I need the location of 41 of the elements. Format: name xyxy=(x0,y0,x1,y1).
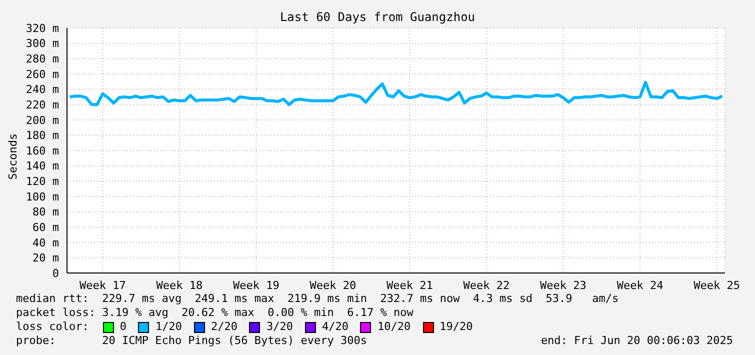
x-tick-label: Week 18 xyxy=(156,278,203,292)
text: 2/20 xyxy=(210,320,238,334)
x-tick-label: Week 25 xyxy=(694,278,740,292)
y-tick-label: 40 m xyxy=(32,236,60,250)
text: loss color: xyxy=(16,320,89,334)
y-tick-label: 180 m xyxy=(26,129,60,142)
text: end: Fri Jun 20 00:06:03 2025 xyxy=(540,334,733,347)
y-tick-label: 120 m xyxy=(26,175,60,188)
y-tick-label: 100 m xyxy=(26,190,60,204)
y-tick-label: 240 m xyxy=(26,83,60,96)
y-tick-label: 200 m xyxy=(26,114,60,127)
y-tick-label: 260 m xyxy=(26,68,60,81)
text: 19/20 xyxy=(440,320,473,334)
text: 4/20 xyxy=(322,320,348,334)
y-tick-label: 80 m xyxy=(32,206,60,219)
text: 1/20 xyxy=(155,320,182,334)
text: probe: 20 ICMP Echo Pings (56 Bytes) every 300s xyxy=(16,334,367,347)
text: 0 xyxy=(120,320,126,334)
y-axis-title: Seconds xyxy=(6,132,20,182)
y-tick-label: 160 m xyxy=(26,144,60,158)
chart-title: Last 60 Days from Guangzhou xyxy=(280,10,476,24)
x-tick-label: Week 22 xyxy=(463,278,510,292)
text: 3/20 xyxy=(266,320,293,334)
y-tick-label: 60 m xyxy=(32,220,60,234)
x-tick-label: Week 24 xyxy=(616,278,664,292)
y-tick-label: 280 m xyxy=(26,52,60,66)
x-tick-label: Week 17 xyxy=(79,278,126,292)
text: packet loss: 3.19 % avg 20.62 % max 0.00 % min 6.17 % now xyxy=(16,306,414,320)
y-tick-label: 140 m xyxy=(26,160,60,173)
text: 10/20 xyxy=(377,320,411,334)
y-tick-label: 220 m xyxy=(26,98,60,112)
text: median rtt: 229.7 ms avg 249.1 ms max 219.9 ms min 232.7 ms now 4.3 ms sd 53.9 am/s xyxy=(16,292,619,306)
x-tick-label: Week 19 xyxy=(232,278,280,292)
x-tick-label: Week 20 xyxy=(310,278,356,292)
y-tick-label: 0 xyxy=(52,266,59,280)
line-series xyxy=(68,80,724,106)
x-tick-label: Week 21 xyxy=(386,278,433,292)
y-tick-label: 20 m xyxy=(32,252,60,265)
y-tick-label: 300 m xyxy=(26,37,60,50)
y-tick-label: 320 m xyxy=(26,22,60,35)
x-tick-label: Week 23 xyxy=(540,278,586,292)
